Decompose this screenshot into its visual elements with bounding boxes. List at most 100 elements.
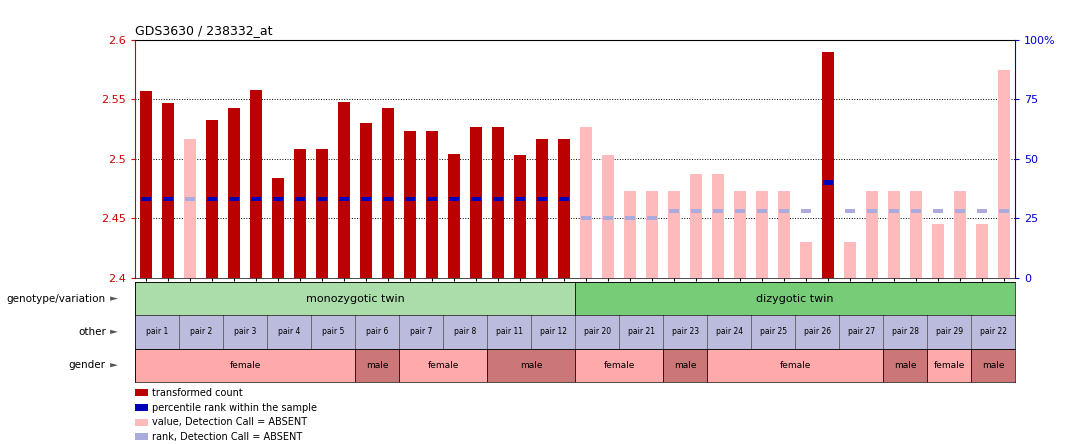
Bar xyxy=(316,149,328,278)
Bar xyxy=(575,349,663,382)
Text: pair 4: pair 4 xyxy=(278,327,300,337)
Bar xyxy=(971,315,1015,349)
Bar xyxy=(470,127,482,278)
Bar xyxy=(405,197,415,202)
Bar xyxy=(575,282,1015,315)
Text: female: female xyxy=(604,361,635,370)
Bar xyxy=(163,197,173,202)
Bar xyxy=(619,315,663,349)
Bar xyxy=(779,209,789,214)
Text: pair 5: pair 5 xyxy=(322,327,345,337)
Bar xyxy=(845,242,856,278)
Text: pair 3: pair 3 xyxy=(234,327,256,337)
Bar xyxy=(338,102,350,278)
Bar xyxy=(927,315,971,349)
Text: male: male xyxy=(519,361,542,370)
Bar xyxy=(222,315,267,349)
Bar xyxy=(883,315,927,349)
Bar xyxy=(294,149,306,278)
Bar xyxy=(448,154,460,278)
Bar xyxy=(663,315,707,349)
Bar xyxy=(361,197,372,202)
Bar xyxy=(383,197,393,202)
Text: other: other xyxy=(78,327,106,337)
Bar xyxy=(184,139,197,278)
Text: female: female xyxy=(229,361,260,370)
Bar xyxy=(228,107,240,278)
Bar xyxy=(707,349,883,382)
Bar xyxy=(647,216,658,221)
Bar xyxy=(316,197,327,202)
Bar xyxy=(932,224,944,278)
Bar xyxy=(795,315,839,349)
Bar xyxy=(207,197,217,202)
Text: pair 8: pair 8 xyxy=(454,327,476,337)
Text: pair 21: pair 21 xyxy=(627,327,654,337)
Text: dizygotic twin: dizygotic twin xyxy=(756,293,834,304)
Bar xyxy=(471,197,482,202)
Text: pair 27: pair 27 xyxy=(848,327,875,337)
Bar xyxy=(531,315,575,349)
Bar xyxy=(933,209,943,214)
Bar xyxy=(778,191,791,278)
Bar xyxy=(515,197,525,202)
Text: pair 24: pair 24 xyxy=(716,327,743,337)
Bar xyxy=(971,349,1015,382)
Bar xyxy=(707,315,751,349)
Bar xyxy=(977,209,987,214)
Bar xyxy=(492,197,503,202)
Text: pair 12: pair 12 xyxy=(540,327,567,337)
Bar xyxy=(559,197,569,202)
Bar xyxy=(927,349,971,382)
Bar xyxy=(487,349,576,382)
Text: pair 28: pair 28 xyxy=(892,327,919,337)
Text: male: male xyxy=(366,361,389,370)
Bar xyxy=(910,191,922,278)
Bar xyxy=(355,315,399,349)
Text: percentile rank within the sample: percentile rank within the sample xyxy=(152,403,318,412)
Bar xyxy=(272,178,284,278)
Text: male: male xyxy=(674,361,697,370)
Text: male: male xyxy=(982,361,1004,370)
Bar xyxy=(537,197,548,202)
Bar xyxy=(162,103,174,278)
Text: female: female xyxy=(780,361,811,370)
Bar xyxy=(713,209,724,214)
Bar xyxy=(449,197,459,202)
Bar xyxy=(135,315,179,349)
Bar xyxy=(800,242,812,278)
Bar xyxy=(823,180,834,185)
Bar xyxy=(883,349,927,382)
Bar xyxy=(558,139,570,278)
Text: pair 26: pair 26 xyxy=(804,327,831,337)
Text: rank, Detection Call = ABSENT: rank, Detection Call = ABSENT xyxy=(152,432,302,442)
Bar xyxy=(845,209,855,214)
Bar xyxy=(443,315,487,349)
Text: pair 29: pair 29 xyxy=(935,327,962,337)
Bar xyxy=(179,315,222,349)
Bar xyxy=(229,197,239,202)
Text: transformed count: transformed count xyxy=(152,388,243,398)
Bar xyxy=(734,191,746,278)
Bar xyxy=(912,209,921,214)
Bar xyxy=(646,191,658,278)
Bar xyxy=(866,191,878,278)
Bar xyxy=(756,191,768,278)
Text: value, Detection Call = ABSENT: value, Detection Call = ABSENT xyxy=(152,417,308,427)
Bar xyxy=(581,216,591,221)
Bar xyxy=(602,155,615,278)
Bar xyxy=(999,209,1010,214)
Bar xyxy=(339,197,349,202)
Bar xyxy=(295,197,306,202)
Bar xyxy=(757,209,767,214)
Text: pair 20: pair 20 xyxy=(583,327,610,337)
Bar xyxy=(404,131,416,278)
Bar xyxy=(976,224,988,278)
Bar xyxy=(399,349,487,382)
Text: female: female xyxy=(428,361,459,370)
Bar xyxy=(624,191,636,278)
Bar xyxy=(955,209,966,214)
Bar xyxy=(801,209,811,214)
Bar xyxy=(712,174,725,278)
Text: male: male xyxy=(894,361,917,370)
